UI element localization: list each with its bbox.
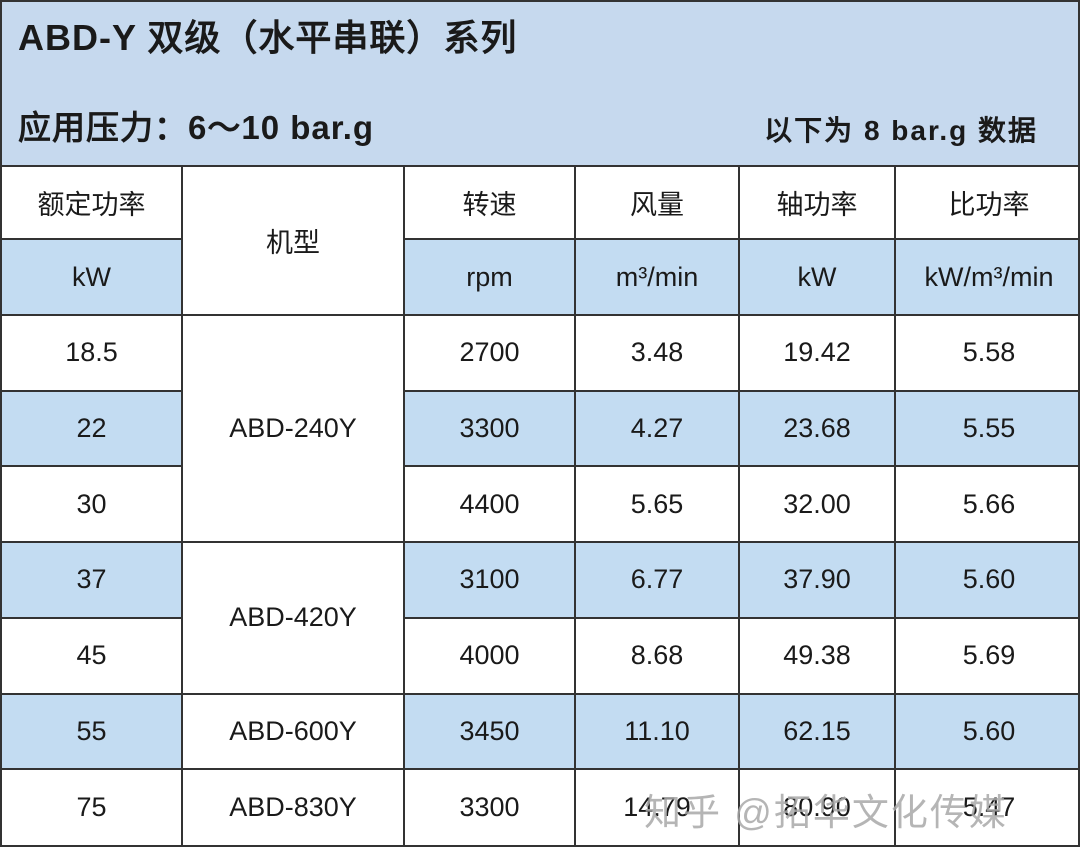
cell-rated-power: 45 [2, 616, 183, 695]
cell-specific-power: 5.55 [894, 389, 1078, 468]
cell-model: ABD-420Y [181, 541, 405, 695]
cell-flow: 6.77 [574, 541, 740, 619]
table-row: 30 4400 5.65 32.00 5.66 [2, 465, 1078, 544]
cell-rated-power: 22 [2, 389, 183, 468]
table-row: 18.5 ABD-240Y 2700 3.48 19.42 5.58 [2, 313, 1078, 544]
header-rated-power: 额定功率 [2, 165, 183, 240]
cell-flow: 14.79 [574, 768, 740, 845]
spec-table: 额定功率 机型 转速 风量 轴功率 比功率 kW rpm m³/min kW k… [2, 165, 1078, 845]
header-shaft-power: 轴功率 [738, 165, 896, 240]
cell-shaft-power: 62.15 [738, 692, 896, 771]
cell-flow: 3.48 [574, 314, 740, 392]
cell-speed: 3450 [403, 692, 576, 771]
table-row: 55 ABD-600Y 3450 11.10 62.15 5.60 [2, 692, 1078, 771]
table-row: 75 ABD-830Y 3300 14.79 80.90 5.47 [2, 768, 1078, 845]
cell-flow: 4.27 [574, 389, 740, 468]
series-title: ABD-Y 双级（水平串联）系列 [18, 17, 518, 58]
unit-speed: rpm [403, 238, 576, 316]
cell-speed: 4000 [403, 616, 576, 695]
cell-specific-power: 5.66 [894, 465, 1078, 544]
header-flow: 风量 [574, 165, 740, 240]
cell-shaft-power: 23.68 [738, 389, 896, 468]
cell-specific-power: 5.58 [894, 314, 1078, 392]
cell-shaft-power: 49.38 [738, 616, 896, 695]
table-row: 45 4000 8.68 49.38 5.69 [2, 616, 1078, 695]
cell-speed: 2700 [403, 314, 576, 392]
cell-rated-power: 30 [2, 465, 183, 544]
table-row: 22 3300 4.27 23.68 5.55 [2, 389, 1078, 468]
cell-speed: 4400 [403, 465, 576, 544]
pressure-line: 应用压力：6～10 bar.g 以下为 8 bar.g 数据 [18, 101, 1060, 155]
cell-specific-power: 5.47 [894, 768, 1078, 845]
cell-flow: 11.10 [574, 692, 740, 771]
cell-speed: 3300 [403, 768, 576, 845]
unit-shaft-power: kW [738, 238, 896, 316]
cell-shaft-power: 19.42 [738, 314, 896, 392]
unit-row: kW rpm m³/min kW kW/m³/min [2, 238, 1078, 316]
header-speed: 转速 [403, 165, 576, 240]
unit-rated-power: kW [2, 238, 183, 316]
cell-shaft-power: 32.00 [738, 465, 896, 544]
cell-flow: 5.65 [574, 465, 740, 544]
pressure-range: 应用压力：6～10 bar.g [18, 109, 375, 146]
unit-flow: m³/min [574, 238, 740, 316]
cell-shaft-power: 80.90 [738, 768, 896, 845]
cell-rated-power: 18.5 [2, 314, 183, 392]
title-block: ABD-Y 双级（水平串联）系列 应用压力：6～10 bar.g 以下为 8 b… [2, 2, 1078, 165]
cell-rated-power: 55 [2, 692, 183, 771]
cell-rated-power: 37 [2, 541, 183, 619]
data-condition-note: 以下为 8 bar.g 数据 [764, 115, 1038, 146]
cell-model: ABD-830Y [181, 768, 405, 845]
header-row: 额定功率 机型 转速 风量 轴功率 比功率 [2, 165, 1078, 316]
header-specific-power: 比功率 [894, 165, 1078, 240]
cell-specific-power: 5.69 [894, 616, 1078, 695]
unit-specific-power: kW/m³/min [894, 238, 1078, 316]
cell-specific-power: 5.60 [894, 541, 1078, 619]
cell-specific-power: 5.60 [894, 692, 1078, 771]
cell-speed: 3100 [403, 541, 576, 619]
cell-shaft-power: 37.90 [738, 541, 896, 619]
cell-speed: 3300 [403, 389, 576, 468]
header-model: 机型 [181, 165, 405, 316]
cell-rated-power: 75 [2, 768, 183, 845]
table-row: 37 ABD-420Y 3100 6.77 37.90 5.60 [2, 541, 1078, 695]
cell-flow: 8.68 [574, 616, 740, 695]
cell-model: ABD-240Y [181, 313, 405, 544]
cell-model: ABD-600Y [181, 692, 405, 771]
